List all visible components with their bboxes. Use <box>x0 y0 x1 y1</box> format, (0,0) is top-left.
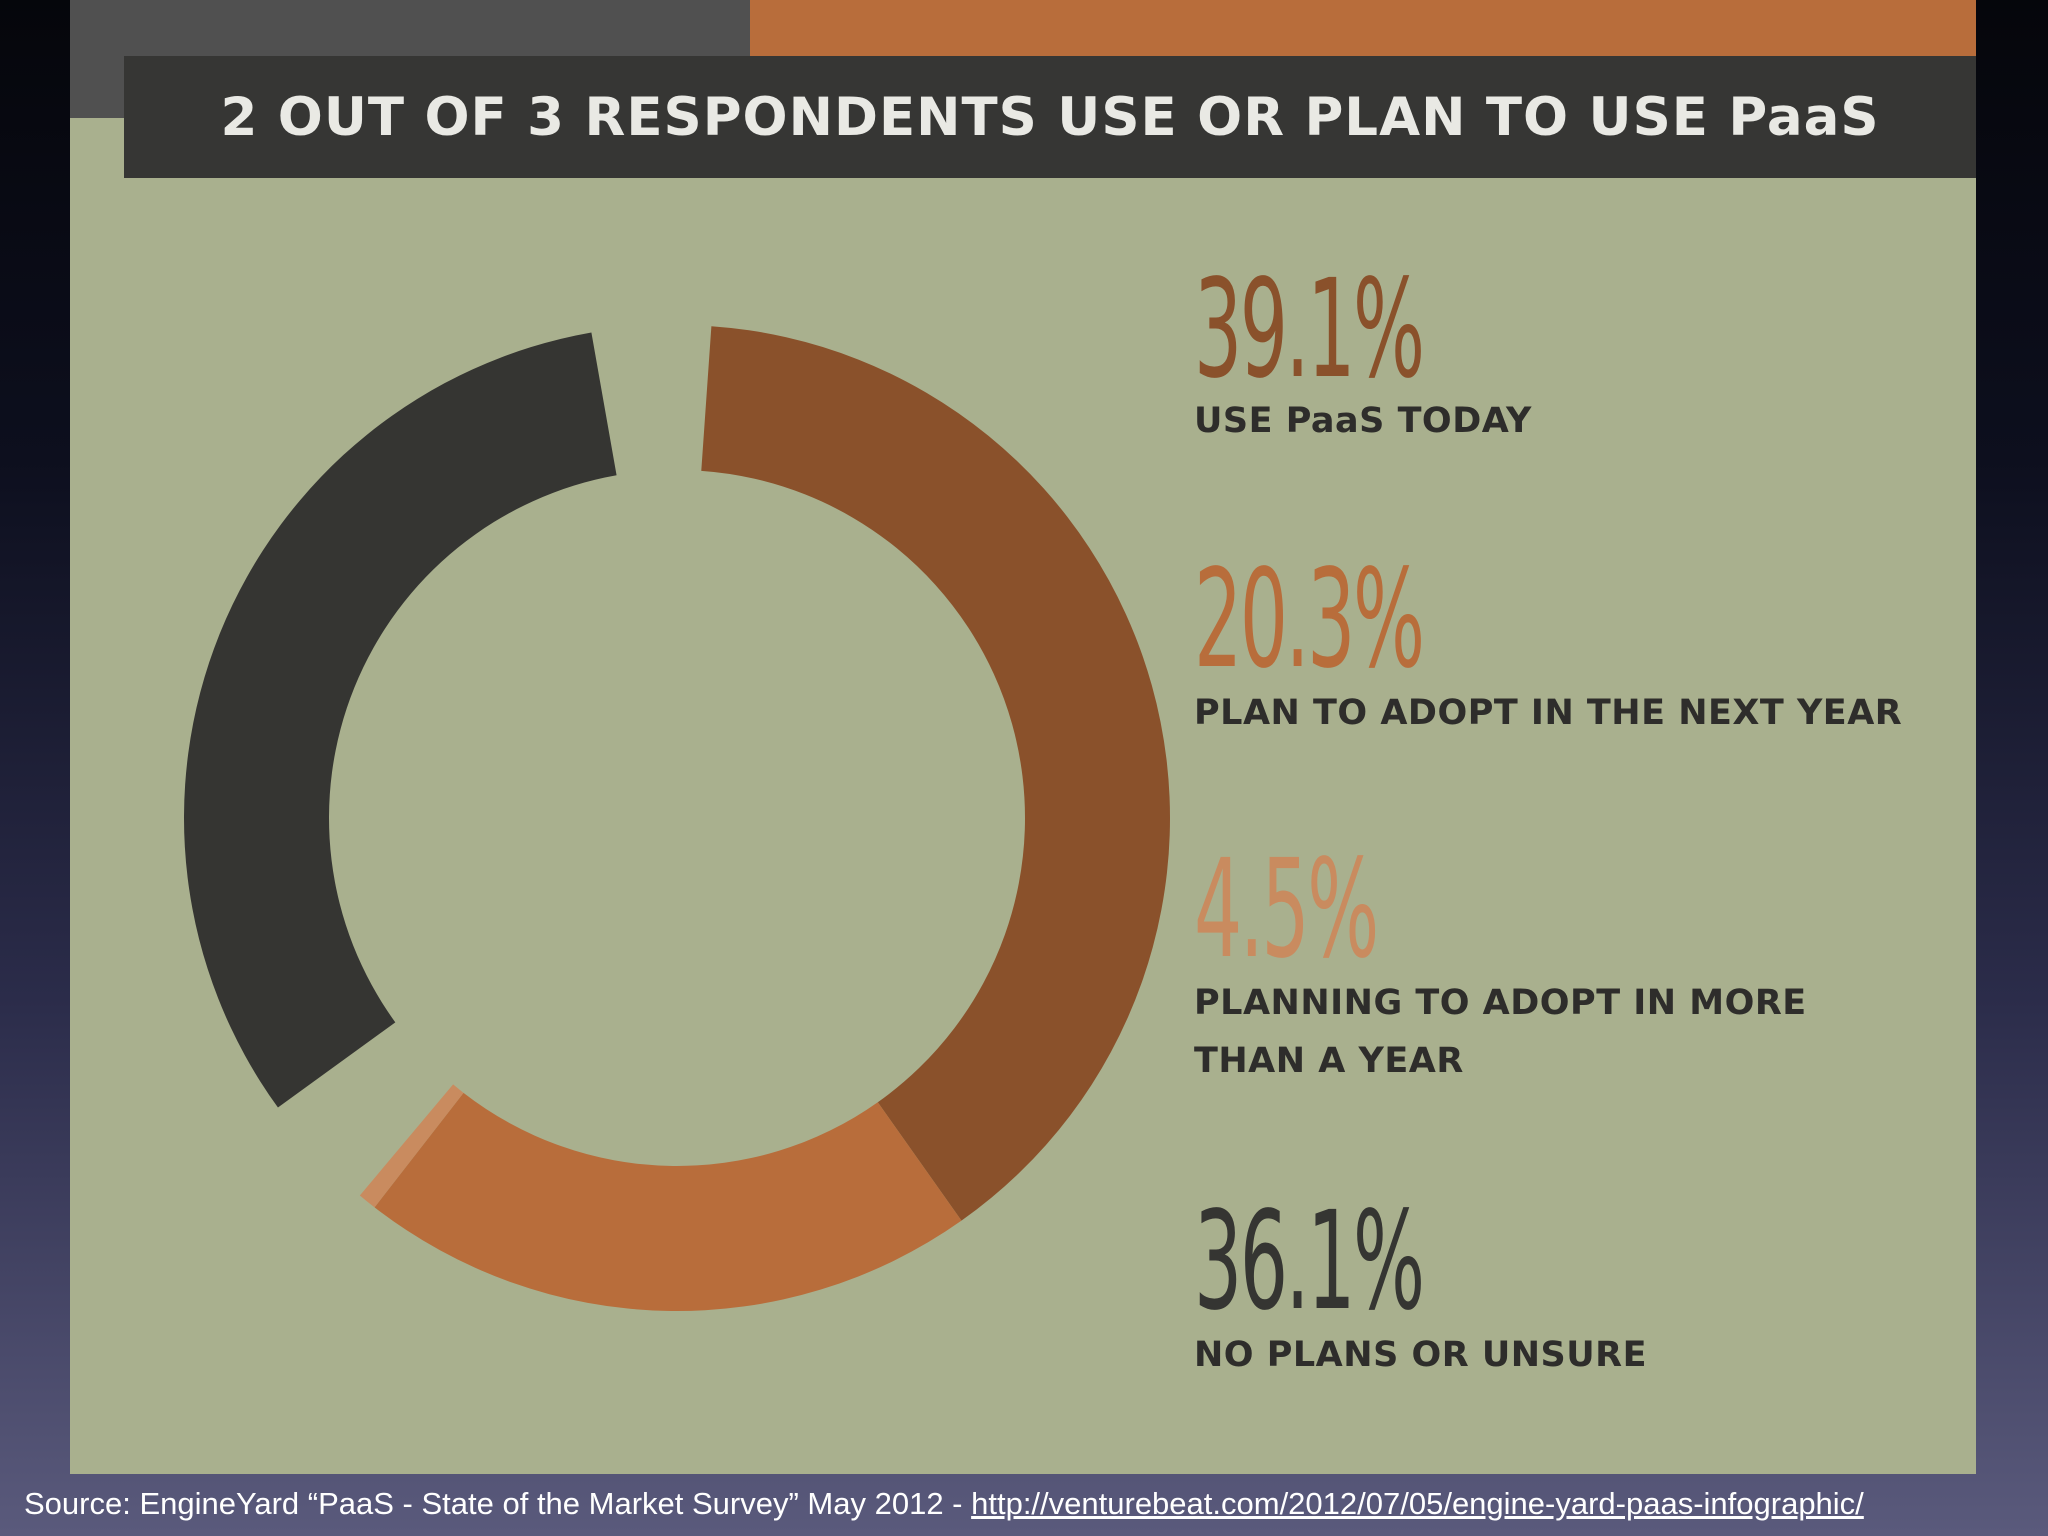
stat-next-year: 20.3% PLAN TO ADOPT IN THE NEXT YEAR <box>1194 552 1954 742</box>
title-bar: 2 OUT OF 3 RESPONDENTS USE OR PLAN TO US… <box>124 56 1976 178</box>
source-link[interactable]: http://venturebeat.com/2012/07/05/engine… <box>971 1486 1864 1521</box>
source-caption: Source: EngineYard “PaaS - State of the … <box>24 1486 2034 1522</box>
stat-no-plans: 36.1% NO PLANS OR UNSURE <box>1194 1194 1954 1384</box>
donut-slices <box>184 326 1170 1311</box>
donut-slice-next-year <box>374 1092 962 1311</box>
stat-value-use-today: 39.1% <box>1194 251 1425 409</box>
stat-value-next-year: 20.3% <box>1194 541 1425 699</box>
donut-slice-more-than-year <box>359 1084 464 1208</box>
stat-use-today: 39.1% USE PaaS TODAY <box>1194 262 1954 450</box>
donut-slice-no-plans <box>184 332 617 1108</box>
stat-label-no-plans: NO PLANS OR UNSURE <box>1194 1335 1648 1375</box>
top-band-orange <box>750 0 1976 56</box>
source-text: Source: EngineYard “PaaS - State of the … <box>24 1486 972 1521</box>
stat-value-more-than-year: 4.5% <box>1194 831 1379 989</box>
donut-slice-use-today <box>701 326 1170 1221</box>
stat-label-next-year: PLAN TO ADOPT IN THE NEXT YEAR <box>1194 693 1903 733</box>
donut-chart <box>184 326 1170 1311</box>
stat-more-than-year: 4.5% PLANNING TO ADOPT IN MORE THAN A YE… <box>1194 842 1814 1090</box>
stat-value-no-plans: 36.1% <box>1194 1183 1425 1341</box>
stat-label-use-today: USE PaaS TODAY <box>1194 401 1532 441</box>
infographic-panel: 2 OUT OF 3 RESPONDENTS USE OR PLAN TO US… <box>70 0 1976 1474</box>
chart-title: 2 OUT OF 3 RESPONDENTS USE OR PLAN TO US… <box>220 86 1880 148</box>
stat-label-more-than-year: PLANNING TO ADOPT IN MORE THAN A YEAR <box>1194 983 1807 1081</box>
